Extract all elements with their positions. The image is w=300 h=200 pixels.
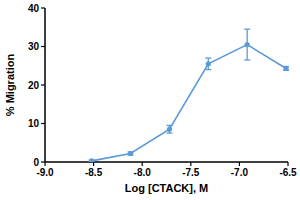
- x-tick: [239, 162, 240, 166]
- x-tick-label: -8.0: [134, 167, 152, 178]
- x-axis: [45, 161, 288, 163]
- x-tick-label: -8.5: [85, 167, 103, 178]
- chart: 0 10 20 30 40 -9.0 -8.5 -8.0 -7.5 -7.0 -6.5 Log [CT…: [0, 0, 300, 200]
- x-tick-label: -7.5: [182, 167, 200, 178]
- data-point: [283, 66, 288, 71]
- plot-area: [89, 29, 289, 162]
- x-tick-label: -6.5: [279, 167, 297, 178]
- x-tick: [190, 162, 191, 166]
- error-bar: [166, 125, 172, 133]
- y-axis-label: % Migration: [4, 54, 16, 117]
- y-tick-label: 30: [28, 41, 40, 52]
- y-tick-label: 0: [33, 157, 39, 168]
- data-line: [92, 45, 286, 161]
- data-point: [167, 127, 172, 132]
- y-tick-label: 10: [28, 118, 40, 129]
- data-point: [89, 158, 94, 162]
- x-tick: [287, 162, 288, 166]
- y-tick-label: 20: [28, 80, 40, 91]
- data-point: [128, 151, 133, 156]
- error-bar: [283, 67, 289, 71]
- data-point: [206, 61, 211, 66]
- y-tick: [41, 123, 45, 124]
- x-tick-label: -9.0: [36, 167, 54, 178]
- y-tick: [41, 84, 45, 85]
- x-tick-label: -7.0: [231, 167, 249, 178]
- error-bar: [244, 29, 250, 60]
- y-tick: [41, 46, 45, 47]
- y-tick: [41, 7, 45, 8]
- y-tick-label: 40: [28, 3, 40, 14]
- x-tick: [93, 162, 94, 166]
- x-axis-label: Log [CTACK], M: [125, 182, 209, 194]
- error-bar: [205, 58, 211, 70]
- data-point: [245, 42, 250, 47]
- x-tick: [44, 162, 45, 166]
- x-tick: [142, 162, 143, 166]
